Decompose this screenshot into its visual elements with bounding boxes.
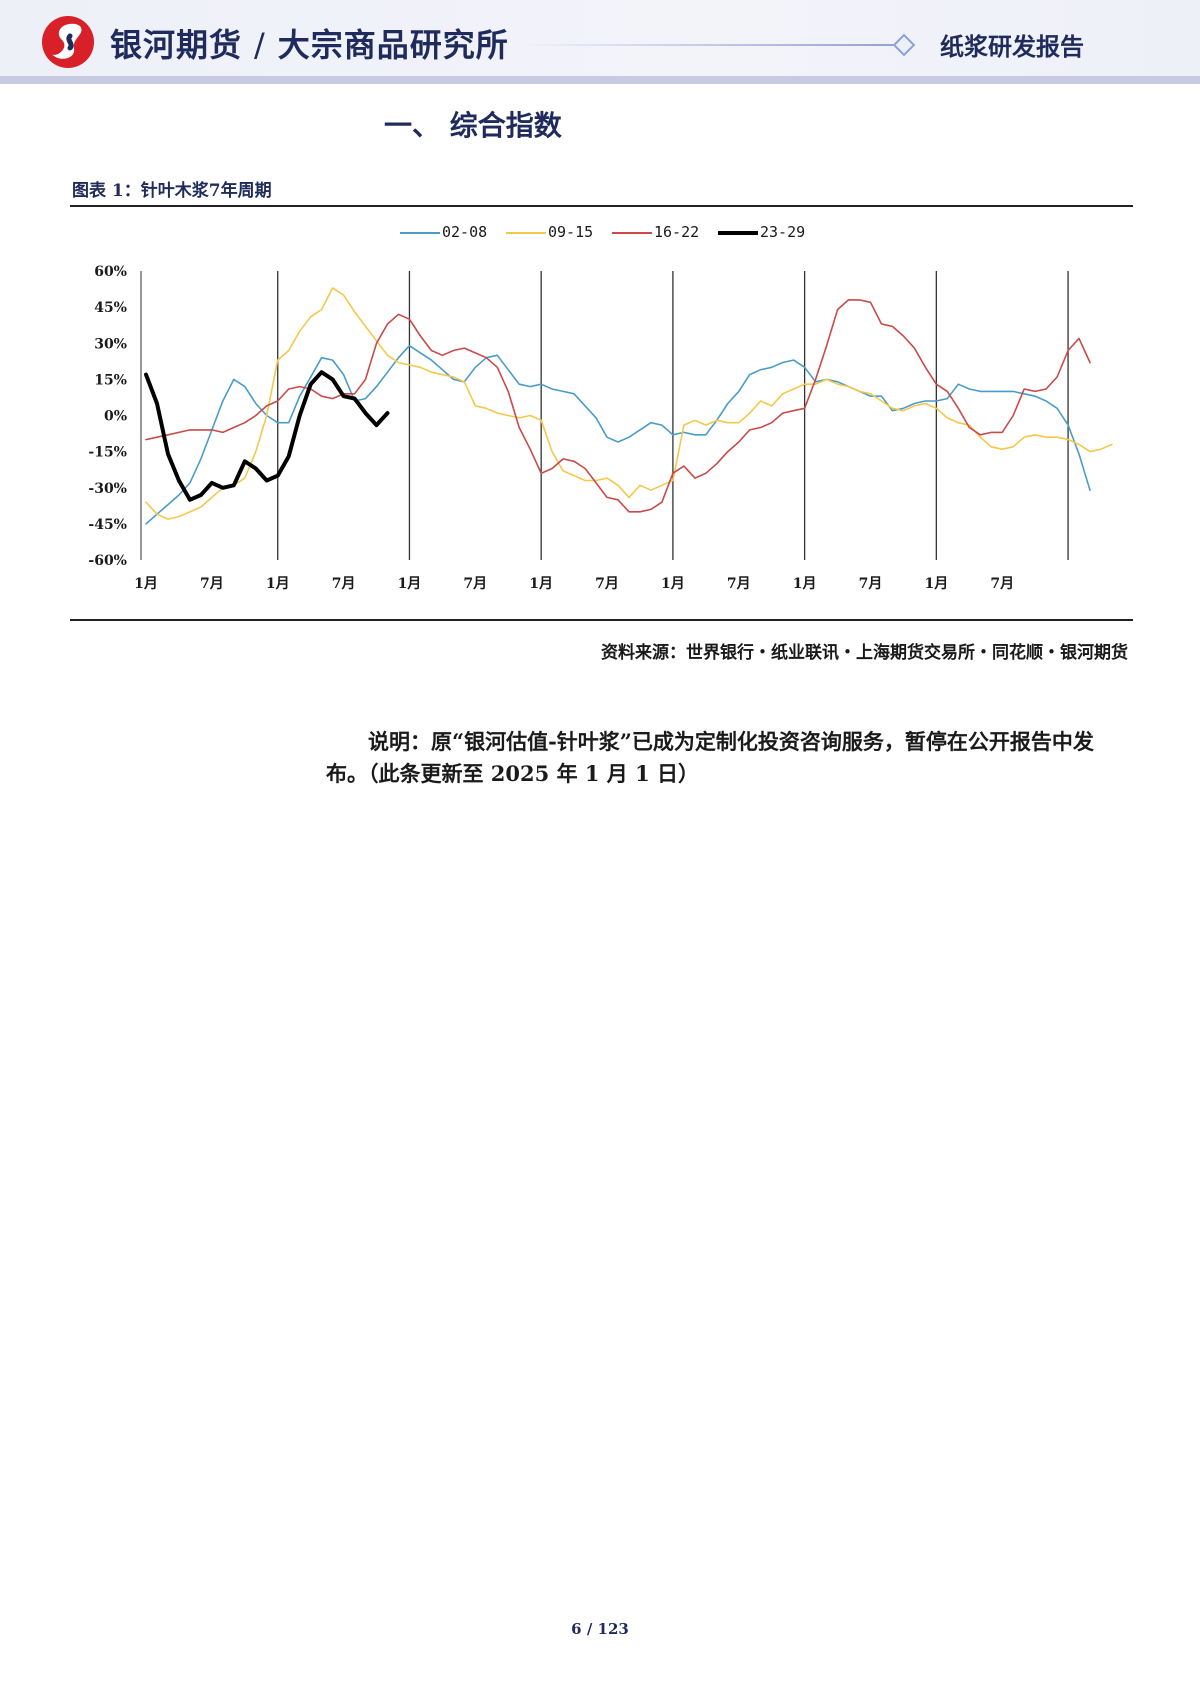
legend-label: 09-15 bbox=[548, 223, 594, 241]
legend-swatch bbox=[612, 231, 652, 234]
series-line-16-22 bbox=[145, 299, 1091, 513]
x-tick-label: 1月 bbox=[924, 576, 948, 592]
y-tick-label: -15% bbox=[88, 445, 127, 461]
galaxy-futures-logo-icon bbox=[42, 16, 94, 68]
series-line-09-15 bbox=[145, 287, 1113, 520]
legend-label: 16-22 bbox=[654, 223, 700, 241]
chart-legend: 02-08 09-15 16-22 23-29 bbox=[0, 223, 1200, 245]
y-tick-label: -45% bbox=[88, 517, 127, 533]
x-tick-label: 7月 bbox=[332, 576, 356, 592]
x-tick-label: 1月 bbox=[398, 576, 422, 592]
x-tick-label: 7月 bbox=[200, 576, 224, 592]
figure-bottom-rule bbox=[70, 619, 1133, 621]
x-tick-label: 7月 bbox=[595, 576, 619, 592]
series-line-02-08 bbox=[145, 344, 1091, 525]
y-tick-label: 0% bbox=[104, 409, 127, 425]
x-tick-label: 7月 bbox=[727, 576, 751, 592]
report-type: 纸浆研发报告 bbox=[940, 33, 1084, 61]
brand-title: 银河期货 / 大宗商品研究所 bbox=[110, 20, 509, 66]
legend-item: 09-15 bbox=[506, 223, 593, 241]
y-tick-label: 45% bbox=[94, 300, 127, 316]
y-tick-label: 15% bbox=[94, 372, 127, 388]
legend-swatch bbox=[506, 231, 546, 234]
legend-label: 23-29 bbox=[760, 223, 806, 241]
page-number: 6 / 123 bbox=[571, 1620, 629, 1638]
y-tick-label: 30% bbox=[94, 336, 127, 352]
line-chart: 60% 45% 30% 15% 0% -15% -30% -45% -60% 1月 7月 1月 7月 1月… bbox=[88, 264, 1113, 592]
series-line-23-29 bbox=[144, 370, 390, 502]
y-tick-label: -60% bbox=[88, 553, 127, 569]
data-source: 资料来源：世界银行・纸业联讯・上海期货交易所・同花顺・银河期货 bbox=[601, 643, 1128, 663]
brand-right-text: 大宗商品研究所 bbox=[277, 26, 509, 64]
x-tick-label: 1月 bbox=[529, 576, 553, 592]
figure-title: 图表 1：针叶木浆7年周期 bbox=[72, 181, 272, 201]
x-tick-label: 1月 bbox=[793, 576, 817, 592]
x-tick-label: 1月 bbox=[134, 576, 158, 592]
brand-slash: / bbox=[254, 26, 266, 64]
section-title: 一、 综合指数 bbox=[384, 109, 562, 142]
legend-item: 23-29 bbox=[718, 223, 805, 241]
x-tick-label: 1月 bbox=[266, 576, 290, 592]
legend-item: 16-22 bbox=[612, 223, 699, 241]
page-header: 银河期货 / 大宗商品研究所 纸浆研发报告 bbox=[0, 0, 1200, 84]
x-tick-label: 7月 bbox=[859, 576, 883, 592]
y-tick-label: -30% bbox=[88, 481, 127, 497]
legend-swatch bbox=[400, 231, 440, 234]
legend-item: 02-08 bbox=[400, 223, 487, 241]
brand-left-text: 银河期货 bbox=[110, 26, 243, 64]
legend-label: 02-08 bbox=[442, 223, 488, 241]
y-tick-label: 60% bbox=[94, 264, 127, 280]
legend-swatch bbox=[718, 230, 758, 235]
note-paragraph: 说明：原“银河估值-针叶浆”已成为定制化投资咨询服务，暂停在公开报告中发布。（此… bbox=[326, 729, 1094, 786]
figure-top-rule bbox=[70, 205, 1133, 207]
header-decorative-line bbox=[520, 44, 900, 46]
x-tick-label: 1月 bbox=[661, 576, 685, 592]
diamond-icon bbox=[892, 33, 916, 57]
x-tick-label: 7月 bbox=[990, 576, 1014, 592]
x-tick-label: 7月 bbox=[463, 576, 487, 592]
